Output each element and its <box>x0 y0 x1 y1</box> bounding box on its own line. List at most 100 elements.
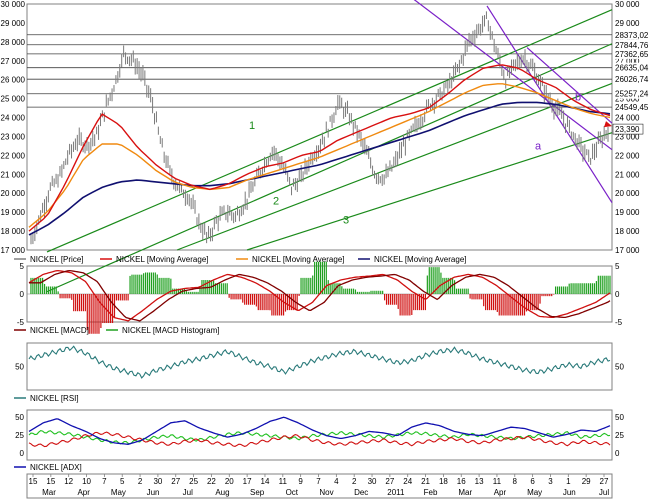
x-month-label: Jul <box>599 488 609 497</box>
x-month-label: 2011 <box>387 488 405 497</box>
macd-line <box>29 269 611 322</box>
x-axis-band <box>26 473 613 499</box>
y-tick-label-right: 50 <box>615 413 624 422</box>
price-bars <box>30 11 609 245</box>
x-month-label: Jun <box>147 488 160 497</box>
level-label-bg <box>613 39 649 50</box>
trend-channel-line <box>46 9 613 253</box>
x-day-label: 29 <box>582 477 591 486</box>
legend-label: NICKEL [MACD] <box>30 326 89 335</box>
x-day-label: 30 <box>153 477 162 486</box>
x-day-label: 15 <box>29 477 38 486</box>
x-month-label: Mar <box>42 488 56 497</box>
ma-short-line <box>28 64 611 232</box>
price-panel <box>26 3 613 251</box>
legend-label: NICKEL [Price] <box>30 255 84 264</box>
x-month-label: Oct <box>286 488 299 497</box>
x-month-label: Dec <box>354 488 368 497</box>
last-price-label: 23,390 <box>615 125 640 134</box>
legend-label: NICKEL [Moving Average] <box>252 255 345 264</box>
level-label: 26635,04 <box>615 64 649 73</box>
y-tick-label-right: 19 000 <box>615 208 640 217</box>
last-price-arrow <box>604 121 612 128</box>
level-label-bg <box>613 88 649 99</box>
y-tick-label-right: 23 000 <box>615 132 640 141</box>
y-tick-label-left: 5 <box>20 262 25 271</box>
y-tick-label-left: 17 000 <box>1 246 26 255</box>
level-label-bg <box>613 29 649 40</box>
x-day-label: 16 <box>457 477 466 486</box>
y-tick-label-left: 20 000 <box>1 189 26 198</box>
y-tick-label-left: 21 000 <box>1 170 26 179</box>
y-tick-label-right: -5 <box>615 318 623 327</box>
annotation-label: a <box>535 141 542 153</box>
x-day-label: 2 <box>352 477 357 486</box>
x-month-label: May <box>111 488 126 497</box>
x-day-label: 27 <box>171 477 180 486</box>
x-day-label: 25 <box>189 477 198 486</box>
annotation-label: 3 <box>343 215 349 227</box>
y-tick-label-right: 22 000 <box>615 151 640 160</box>
y-tick-label-right: 18 000 <box>615 227 640 236</box>
y-tick-label-right: 30 000 <box>615 0 640 9</box>
x-month-label: Apr <box>77 488 90 497</box>
ma-long-line <box>28 101 611 236</box>
y-tick-label-right: 20 000 <box>615 189 640 198</box>
y-tick-label-left: 22 000 <box>1 151 26 160</box>
x-day-label: 11 <box>279 477 288 486</box>
y-tick-label-left: 0 <box>20 449 25 458</box>
x-month-label: May <box>527 488 542 497</box>
y-tick-label-left: 27 000 <box>1 57 26 66</box>
y-tick-label-left: 25 <box>15 431 24 440</box>
trend-channel-line <box>246 132 613 251</box>
x-day-label: 15 <box>46 477 55 486</box>
y-tick-label-left: 26 000 <box>1 76 26 85</box>
y-tick-label-right: 25 000 <box>615 95 640 104</box>
x-day-label: 20 <box>225 477 234 486</box>
x-day-label: 3 <box>548 477 553 486</box>
x-month-label: Aug <box>215 488 229 497</box>
x-day-label: 5 <box>120 477 125 486</box>
x-day-label: 4 <box>334 477 339 486</box>
x-month-label: Sep <box>250 488 265 497</box>
x-month-label: Jul <box>183 488 193 497</box>
y-tick-label-right: 27 000 <box>615 57 640 66</box>
x-day-label: 2 <box>138 477 143 486</box>
level-label: 25257,24 <box>615 90 649 99</box>
x-day-label: 17 <box>243 477 252 486</box>
y-tick-label-left: 29 000 <box>1 19 26 28</box>
y-tick-label-left: 28 000 <box>1 38 26 47</box>
down-channel-line <box>526 47 613 124</box>
level-label: 27362,65 <box>615 50 649 59</box>
y-tick-label-left: 24 000 <box>1 114 26 123</box>
y-tick-label-left: 19 000 <box>1 208 26 217</box>
y-tick-label-right: 0 <box>615 449 620 458</box>
legend-label: NICKEL [Moving Average] <box>374 255 467 264</box>
x-month-label: Mar <box>458 488 472 497</box>
level-label: 27844,76 <box>615 41 649 50</box>
y-tick-label-right: 0 <box>615 290 620 299</box>
y-tick-label-left: 25 000 <box>1 95 26 104</box>
x-day-label: 1 <box>566 477 571 486</box>
y-tick-label-left: -5 <box>17 318 25 327</box>
x-day-label: 24 <box>403 477 412 486</box>
x-day-label: 18 <box>439 477 448 486</box>
rsi-panel <box>26 342 613 391</box>
rsi-line <box>28 345 611 379</box>
x-day-label: 9 <box>298 477 303 486</box>
annotation-label: 1 <box>249 120 255 132</box>
x-day-label: 10 <box>82 477 91 486</box>
y-tick-label-right: 24 000 <box>615 114 640 123</box>
x-month-label: Nov <box>319 488 333 497</box>
y-tick-label-left: 50 <box>15 413 24 422</box>
trend-channel-line <box>46 43 613 293</box>
adx-line <box>28 416 611 445</box>
annotation-label: 2 <box>273 196 279 208</box>
x-month-label: Apr <box>494 488 507 497</box>
level-label: 26026,74 <box>615 75 649 84</box>
x-day-label: 14 <box>261 477 270 486</box>
x-day-label: 21 <box>421 477 430 486</box>
trend-channel-line <box>176 82 613 251</box>
level-label-bg <box>613 48 649 59</box>
